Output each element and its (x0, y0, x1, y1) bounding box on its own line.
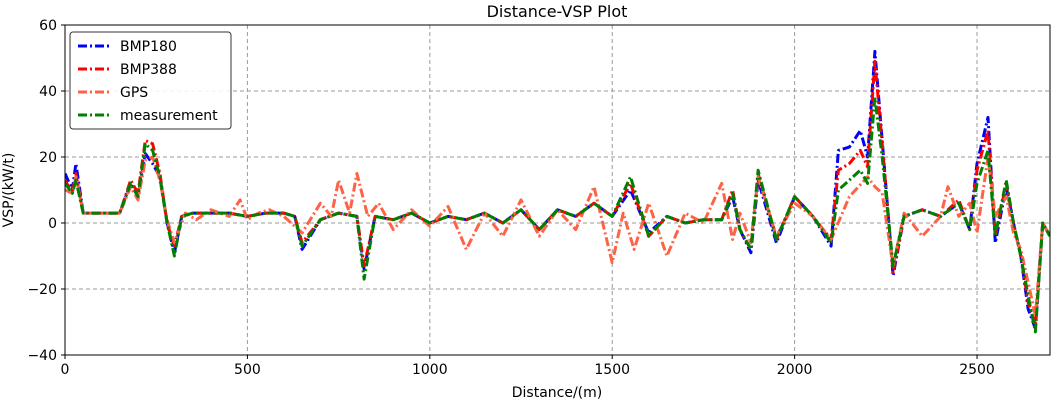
x-tick-label: 500 (234, 362, 261, 378)
y-axis-label: VSP/(kW/t) (1, 153, 17, 228)
legend-label-gps: GPS (120, 85, 148, 101)
axis-ticks: 0 500 1000 1500 2000 2500 −40 −20 0 20 40 60 (27, 18, 994, 378)
y-tick-label: −20 (27, 282, 57, 298)
series-line-gps (65, 155, 1050, 317)
x-axis-label: Distance/(m) (512, 385, 603, 401)
x-tick-label: 2000 (777, 362, 813, 378)
chart-title: Distance-VSP Plot (487, 2, 628, 21)
y-tick-label: 60 (39, 18, 57, 34)
series-line-measurement (65, 96, 1050, 334)
legend-label-bmp388: BMP388 (120, 62, 177, 78)
series-layer (65, 49, 1050, 334)
y-tick-label: 20 (39, 150, 57, 166)
legend-label-bmp180: BMP180 (120, 39, 177, 55)
y-tick-label: 0 (48, 216, 57, 232)
x-tick-label: 2500 (959, 362, 995, 378)
y-tick-label: −40 (27, 348, 57, 364)
legend-frame (69, 31, 232, 130)
x-tick-label: 1000 (412, 362, 448, 378)
legend: BMP180 BMP388 GPS measurement (69, 31, 232, 130)
y-tick-label: 40 (39, 84, 57, 100)
x-tick-label: 1500 (594, 362, 630, 378)
legend-label-measurement: measurement (120, 108, 218, 124)
plot-frame (64, 24, 1051, 356)
x-tick-label: 0 (61, 362, 70, 378)
